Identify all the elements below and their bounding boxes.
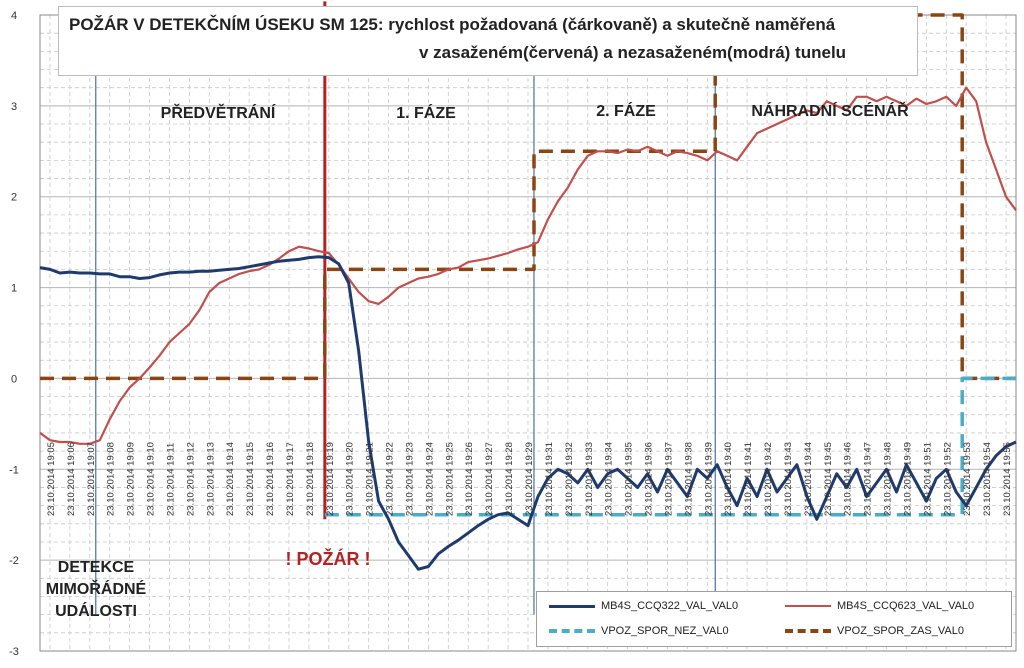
phase-pre-label: PŘEDVĚTRÁNÍ — [161, 103, 276, 122]
phase-2-label: 2. FÁZE — [596, 101, 656, 120]
phase-alt-label: NÁHRADNÍ SCÉNÁŘ — [751, 101, 909, 120]
event-markers — [95, 1, 716, 615]
x-tick-label: 23.10.2014 19:48 — [883, 442, 894, 516]
x-tick-label: 23.10.2014 19:16 — [265, 442, 276, 516]
legend-swatch-vpoz-nez — [549, 629, 595, 634]
series-line-MB4S_CCQ322_VAL_VAL0 — [39, 255, 1017, 571]
legend: MB4S_CCQ322_VAL_VAL0 MB4S_CCQ623_VAL_VAL… — [536, 591, 1012, 647]
legend-item-ccq623: MB4S_CCQ623_VAL_VAL0 — [785, 599, 974, 613]
series-line-VPOZ_SPOR_NEZ_VAL0 — [324, 376, 1016, 517]
chart-title-box: POŽÁR V DETEKČNÍM ÚSEKU SM 125: rychlost… — [58, 6, 918, 76]
x-tick-label: 23.10.2014 19:27 — [484, 442, 495, 516]
x-tick-label: 23.10.2014 19:15 — [245, 442, 256, 516]
x-tick-label: 23.10.2014 19:49 — [902, 442, 913, 516]
x-tick-label: 23.10.2014 19:19 — [325, 442, 336, 516]
detection-label-1: DETEKCE — [58, 559, 135, 576]
y-tick-label: 2 — [11, 192, 17, 204]
y-tick-label: -2 — [9, 555, 19, 567]
x-tick-label: 23.10.2014 19:53 — [962, 442, 973, 516]
chart-title-line1: POŽÁR V DETEKČNÍM ÚSEKU SM 125: rychlost… — [69, 15, 836, 34]
x-tick-label: 23.10.2014 19:08 — [106, 442, 117, 516]
x-tick-label: 23.10.2014 19:18 — [305, 442, 316, 516]
x-tick-label: 23.10.2014 19:46 — [843, 442, 854, 516]
x-tick-label: 23.10.2014 19:12 — [185, 442, 196, 516]
x-tick-label: 23.10.2014 19:06 — [66, 442, 77, 516]
y-tick-label: 4 — [11, 10, 17, 22]
x-tick-label: 23.10.2014 19:42 — [763, 442, 774, 516]
x-tick-label: 23.10.2014 19:23 — [404, 442, 415, 516]
x-tick-label: 23.10.2014 19:39 — [703, 442, 714, 516]
detection-label-2: MIMOŘÁDNÉ — [46, 579, 147, 598]
legend-item-vpoz-nez: VPOZ_SPOR_NEZ_VAL0 — [549, 624, 729, 638]
series-line-VPOZ_SPOR_ZAS_VAL0 — [40, 13, 1016, 381]
x-tick-label: 23.10.2014 19:33 — [584, 442, 595, 516]
y-tick-label: 0 — [11, 373, 17, 385]
legend-item-vpoz-zas: VPOZ_SPOR_ZAS_VAL0 — [785, 624, 964, 638]
x-tick-label: 23.10.2014 19:37 — [663, 442, 674, 516]
x-tick-label: 23.10.2014 19:51 — [922, 442, 933, 516]
x-tick-label: 23.10.2014 19:34 — [604, 442, 615, 516]
phase-1-label: 1. FÁZE — [396, 103, 456, 122]
x-tick-label: 23.10.2014 19:21 — [365, 442, 376, 516]
x-tick-label: 23.10.2014 19:22 — [385, 442, 396, 516]
x-tick-label: 23.10.2014 19:40 — [723, 442, 734, 516]
x-tick-label: 23.10.2014 19:38 — [683, 442, 694, 516]
x-tick-label: 23.10.2014 19:44 — [803, 442, 814, 516]
x-tick-label: 23.10.2014 19:31 — [544, 442, 555, 516]
legend-swatch-ccq623 — [785, 605, 831, 608]
x-tick-label: 23.10.2014 19:32 — [564, 442, 575, 516]
y-tick-label: 1 — [11, 283, 17, 295]
x-tick-label: 23.10.2014 19:25 — [444, 442, 455, 516]
x-tick-label: 23.10.2014 19:07 — [86, 442, 97, 516]
x-tick-label: 23.10.2014 19:29 — [524, 442, 535, 516]
x-tick-label: 23.10.2014 19:17 — [285, 442, 296, 516]
x-tick-label: 23.10.2014 19:05 — [46, 442, 57, 516]
x-tick-label: 23.10.2014 19:09 — [126, 442, 137, 516]
legend-swatch-vpoz-zas — [785, 629, 831, 634]
y-tick-labels: -3 -2 -1 0 1 2 3 4 — [9, 10, 19, 658]
y-tick-label: 3 — [11, 101, 17, 113]
x-tick-label: 23.10.2014 19:13 — [205, 442, 216, 516]
x-tick-label: 23.10.2014 19:24 — [424, 442, 435, 516]
x-tick-label: 23.10.2014 19:55 — [1002, 442, 1013, 516]
x-tick-label: 23.10.2014 19:28 — [504, 442, 515, 516]
x-tick-label: 23.10.2014 19:41 — [743, 442, 754, 516]
y-tick-label: -1 — [9, 464, 19, 476]
legend-item-ccq322: MB4S_CCQ322_VAL_VAL0 — [549, 599, 738, 613]
x-tick-label: 23.10.2014 19:10 — [146, 442, 157, 516]
x-tick-label: 23.10.2014 19:20 — [345, 442, 356, 516]
x-tick-label: 23.10.2014 19:36 — [644, 442, 655, 516]
x-tick-label: 23.10.2014 19:14 — [225, 442, 236, 516]
fire-label: ! POŽÁR ! — [286, 548, 371, 569]
x-tick-label: 23.10.2014 19:54 — [982, 442, 993, 516]
series-line-MB4S_CCQ623_VAL_VAL0 — [39, 86, 1017, 445]
x-tick-label: 23.10.2014 19:43 — [783, 442, 794, 516]
chart-title-line2: v zasaženém(červená) a nezasaženém(modrá… — [419, 43, 847, 62]
x-tick-label: 23.10.2014 19:52 — [942, 442, 953, 516]
x-tick-label: 23.10.2014 19:11 — [165, 443, 176, 516]
legend-label-ccq322: MB4S_CCQ322_VAL_VAL0 — [601, 600, 739, 612]
x-tick-label: 23.10.2014 19:45 — [823, 442, 834, 516]
y-tick-label: -3 — [9, 646, 19, 658]
legend-label-vpoz-zas: VPOZ_SPOR_ZAS_VAL0 — [837, 625, 964, 637]
legend-swatch-ccq322 — [549, 604, 595, 608]
x-tick-label: 23.10.2014 19:47 — [863, 442, 874, 516]
x-tick-labels: 23.10.2014 19:05 23.10.2014 19:06 23.10.20… — [46, 442, 1013, 516]
legend-label-ccq623: MB4S_CCQ623_VAL_VAL0 — [837, 600, 975, 612]
x-tick-label: 23.10.2014 19:26 — [464, 442, 475, 516]
series-layer — [39, 13, 1017, 571]
x-tick-label: 23.10.2014 19:35 — [624, 442, 635, 516]
detection-label-3: UDÁLOSTI — [55, 601, 137, 620]
legend-label-vpoz-nez: VPOZ_SPOR_NEZ_VAL0 — [601, 625, 729, 637]
